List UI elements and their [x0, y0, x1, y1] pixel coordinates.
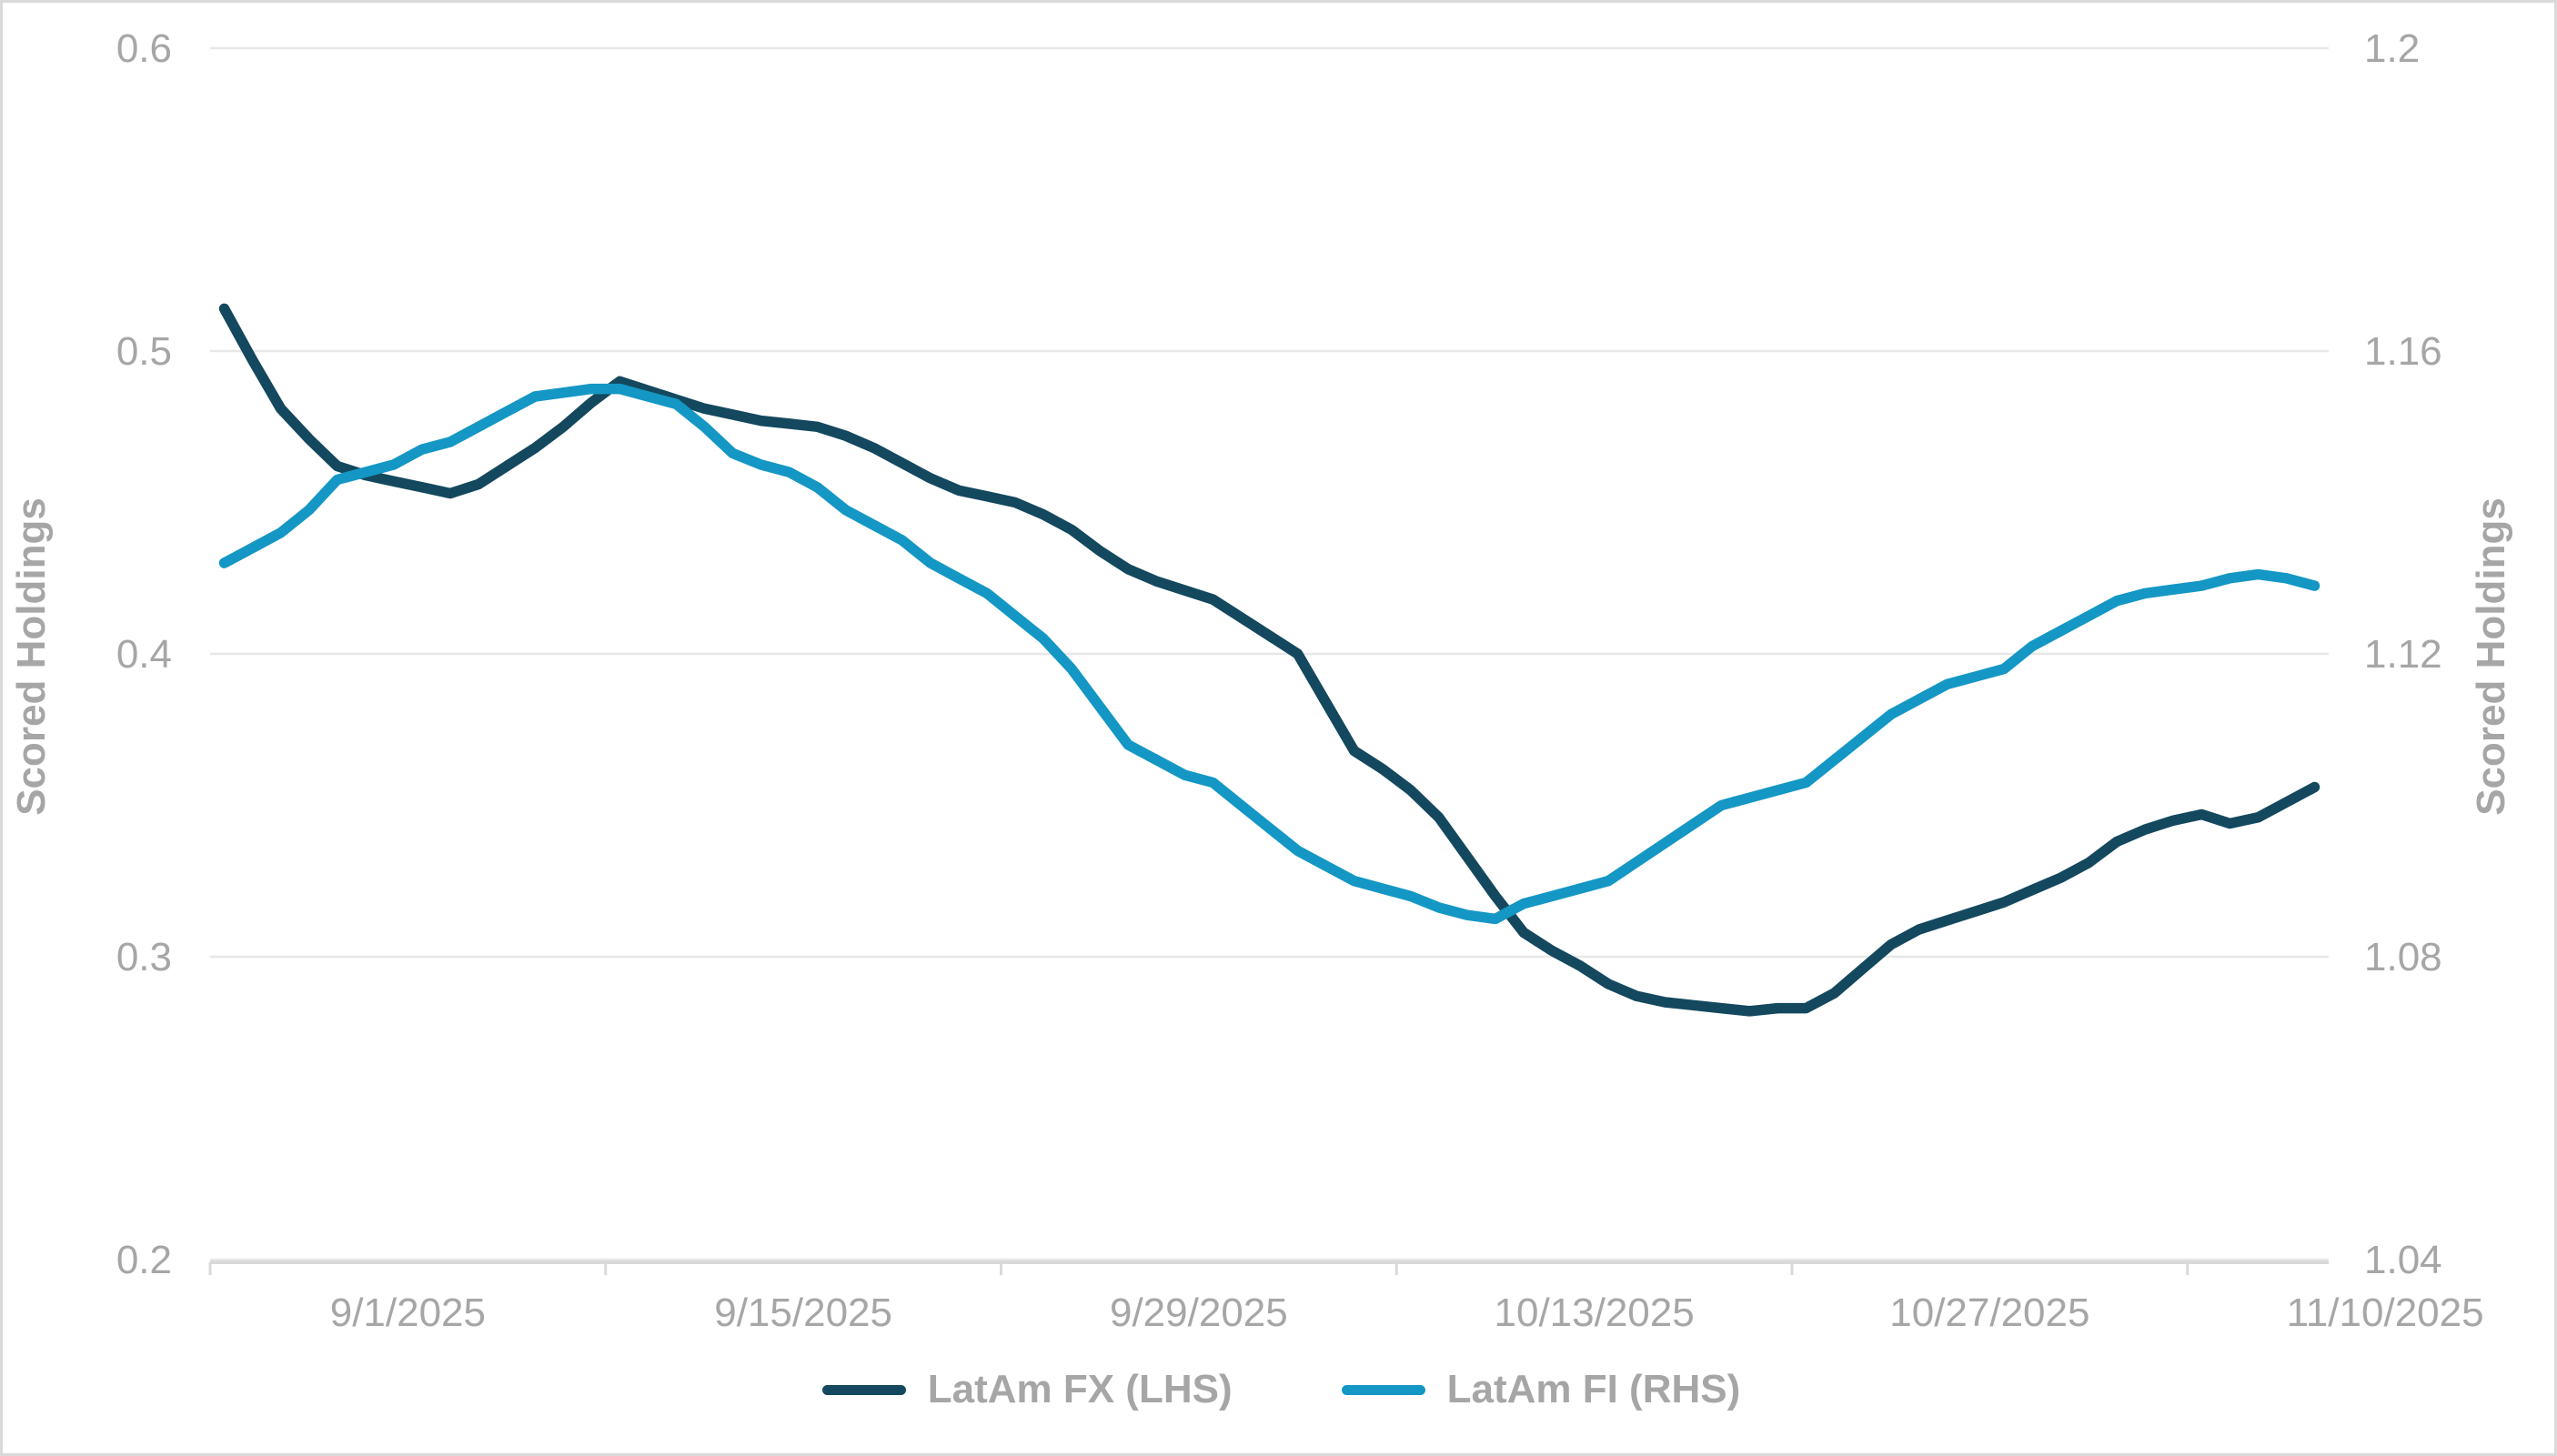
x-axis-tick-label: 9/29/2025 [1110, 1290, 1288, 1335]
series-line-latam-fx-lhs [218, 303, 2320, 1017]
x-axis-tick-label: 11/10/2025 [2287, 1290, 2484, 1335]
x-axis-tick-label: 9/15/2025 [714, 1290, 892, 1335]
x-axis-tick-label: 10/27/2025 [1889, 1290, 2089, 1335]
latam-fi-line-swatch [1341, 1384, 1425, 1395]
left-axis-tick-label: 0.2 [116, 1238, 172, 1282]
right-axis-title: Scored Holdings [2469, 497, 2513, 816]
legend-label-latam-fi: LatAm FI (RHS) [1446, 1367, 1741, 1411]
right-axis-tick-label: 1.16 [2364, 329, 2442, 374]
latam-fx-line-swatch [821, 1384, 906, 1395]
x-axis-tick-label: 9/1/2025 [330, 1290, 486, 1335]
legend-item-latam-fi: LatAm FI (RHS) [1341, 1367, 1741, 1412]
right-axis-tick-label: 1.2 [2364, 26, 2420, 71]
legend-label-latam-fx: LatAm FX (LHS) [927, 1367, 1233, 1411]
right-axis-tick-label: 1.08 [2364, 935, 2442, 979]
right-axis-tick-label: 1.04 [2364, 1238, 2442, 1282]
left-axis-tick-label: 0.3 [116, 935, 172, 979]
right-axis-tick-label: 1.12 [2364, 632, 2442, 677]
left-axis-title: Scored Holdings [9, 497, 54, 816]
series-line-latam-fi-rhs [218, 383, 2320, 925]
left-axis-tick-label: 0.6 [116, 26, 172, 71]
x-axis-tick-label: 10/13/2025 [1495, 1290, 1695, 1335]
line-chart: 9/1/2025 9/15/2025 9/29/2025 10/13/2025 10/2… [116, 26, 2484, 1335]
legend-item-latam-fx: LatAm FX (LHS) [821, 1367, 1233, 1412]
left-axis-tick-label: 0.5 [116, 329, 172, 374]
left-axis-tick-label: 0.4 [116, 632, 172, 677]
legend: LatAm FX (LHS) LatAm FI (RHS) [3, 1367, 2554, 1412]
